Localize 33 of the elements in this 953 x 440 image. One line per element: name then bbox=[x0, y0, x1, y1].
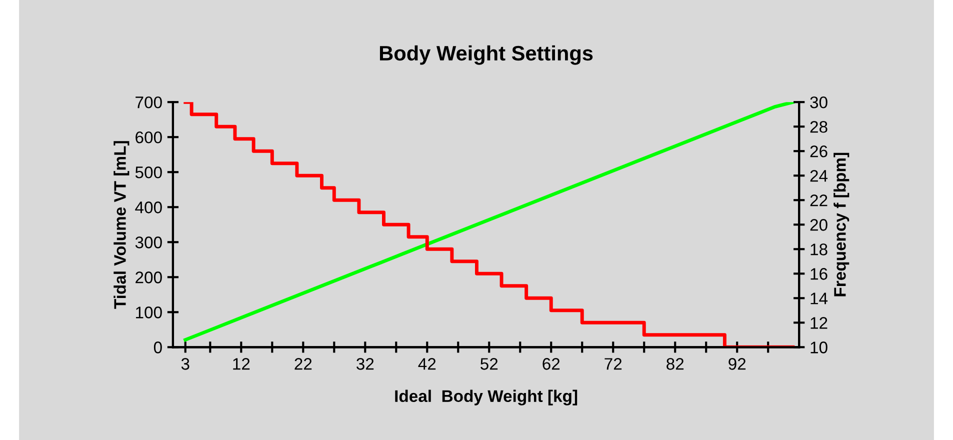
x-tick-label: 52 bbox=[480, 358, 498, 370]
y2-axis-title: Frequency f [bpm] bbox=[834, 152, 850, 296]
x-tick-label: 72 bbox=[604, 358, 622, 370]
y2-tick-label: 10 bbox=[810, 342, 828, 354]
y-tick-label: 600 bbox=[136, 131, 162, 144]
y2-tick-label: 24 bbox=[810, 170, 828, 182]
y2-tick-label: 14 bbox=[810, 292, 828, 304]
x-tick-label: 32 bbox=[356, 358, 374, 370]
y-tick-label: 300 bbox=[135, 236, 162, 248]
y2-tick-label: 16 bbox=[810, 268, 828, 280]
y-tick-label: 500 bbox=[135, 166, 162, 178]
y-tick-label: 700 bbox=[136, 96, 162, 108]
x-tick-label: 42 bbox=[418, 358, 436, 370]
y2-tick-label: 28 bbox=[810, 120, 828, 133]
x-tick-label: 62 bbox=[542, 358, 560, 370]
x-tick-label: 92 bbox=[728, 358, 746, 370]
y2-tick-label: 18 bbox=[810, 244, 828, 256]
x-tick-label: 82 bbox=[666, 358, 684, 370]
y-axis-title: Tidal Volume VT [mL] bbox=[114, 141, 130, 309]
y-tick-label: 400 bbox=[135, 202, 162, 214]
y2-tick-label: 30 bbox=[810, 96, 828, 108]
y2-tick-label: 20 bbox=[810, 219, 828, 231]
chart-title: Body Weight Settings bbox=[380, 45, 593, 65]
y-tick-label: 200 bbox=[136, 272, 162, 284]
y2-tick-label: 22 bbox=[810, 194, 828, 206]
x-tick-label: 12 bbox=[233, 358, 250, 370]
y2-tick-label: 12 bbox=[810, 317, 828, 329]
y-tick-label: 100 bbox=[136, 306, 162, 318]
y-tick-label: 0 bbox=[154, 342, 162, 354]
x-tick-label: 22 bbox=[294, 358, 312, 370]
x-axis-title: Ideal Body Weight [kg] bbox=[395, 390, 578, 406]
y2-tick-label: 26 bbox=[810, 145, 828, 158]
x-tick-label: 3 bbox=[181, 358, 190, 370]
